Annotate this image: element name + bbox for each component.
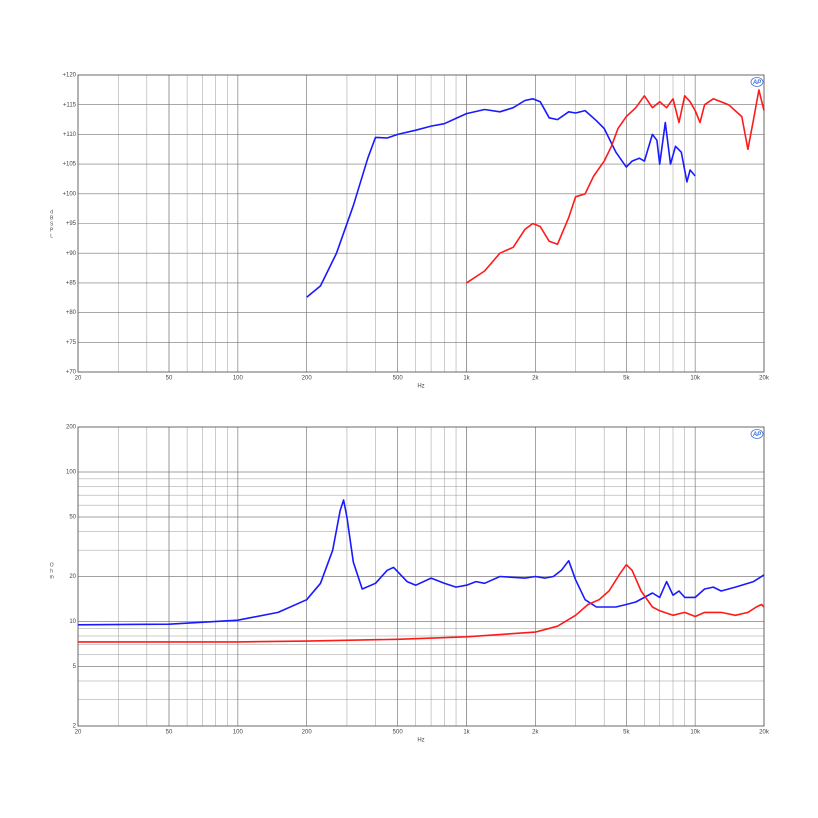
y-tick-label: +110	[63, 132, 77, 138]
y-axis-label: dBSPL	[49, 210, 55, 240]
x-axis-label: Hz	[417, 384, 424, 390]
logo-badge	[750, 429, 764, 439]
x-tick-label: 100	[233, 376, 244, 382]
x-tick-label: 2k	[532, 376, 539, 382]
y-tick-label: 200	[66, 425, 77, 431]
x-tick-label: 50	[166, 376, 173, 382]
plot-frame	[77, 74, 765, 373]
x-tick-label: 2k	[532, 730, 539, 736]
x-tick-label: 20k	[759, 376, 770, 382]
x-tick-label: 200	[302, 730, 313, 736]
series-line	[78, 563, 765, 643]
x-tick-label: 5k	[623, 730, 630, 736]
x-tick-label: 1k	[463, 730, 470, 736]
plot-frame	[77, 426, 765, 727]
y-tick-label: +95	[66, 221, 77, 227]
series-line	[466, 89, 765, 284]
y-tick-label: +120	[62, 73, 76, 79]
x-tick-label: 100	[233, 730, 244, 736]
x-tick-label: 500	[393, 730, 404, 736]
logo-badge	[750, 77, 764, 87]
series-line	[77, 499, 765, 626]
y-tick-label: +90	[66, 251, 77, 257]
y-tick-label: 5	[73, 664, 77, 670]
x-tick-label: 200	[302, 376, 313, 382]
y-tick-label: +80	[66, 310, 77, 316]
y-tick-label: +75	[66, 340, 77, 346]
y-axis-label: Ohm	[49, 563, 55, 581]
x-tick-label: 20	[75, 730, 82, 736]
y-tick-label: 2	[73, 724, 77, 730]
x-tick-label: 20k	[759, 730, 770, 736]
y-tick-label: +85	[66, 280, 77, 286]
series-line	[306, 98, 696, 298]
y-tick-label: 50	[69, 515, 76, 521]
y-tick-label: +100	[62, 191, 76, 197]
y-tick-label: 100	[66, 470, 77, 476]
x-tick-label: 5k	[623, 376, 630, 382]
y-tick-label: +115	[63, 102, 77, 108]
y-tick-label: 20	[69, 574, 76, 580]
x-tick-label: 10k	[690, 730, 701, 736]
y-tick-label: +70	[66, 370, 77, 376]
logo: AP	[752, 432, 762, 438]
x-axis-label: Hz	[417, 738, 424, 744]
x-tick-label: 20	[75, 376, 82, 382]
logo: AP	[752, 80, 762, 86]
y-tick-label: 10	[69, 619, 76, 625]
x-tick-label: 10k	[690, 376, 701, 382]
y-tick-label: +105	[62, 162, 76, 168]
x-tick-label: 1k	[463, 376, 470, 382]
x-tick-label: 50	[166, 730, 173, 736]
x-tick-label: 500	[393, 376, 404, 382]
